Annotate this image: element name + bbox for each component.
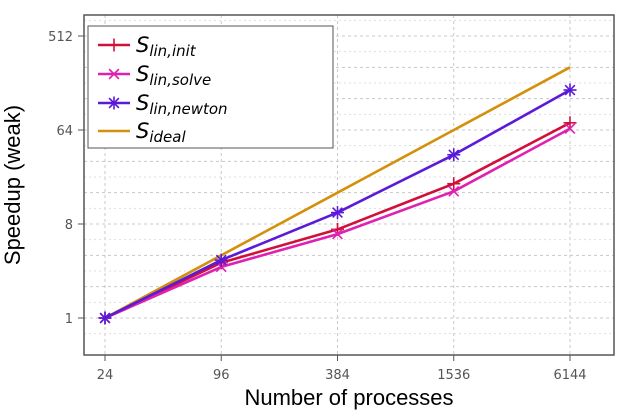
legend-label: Slin,init xyxy=(136,33,197,60)
series-line-ideal xyxy=(104,66,571,320)
data-point xyxy=(98,311,112,325)
legend-box xyxy=(87,25,334,149)
legend-label: Slin,solve xyxy=(136,62,211,89)
x-tick-label: 24 xyxy=(97,368,114,383)
legend-label: Slin,newton xyxy=(136,91,228,118)
data-point xyxy=(108,68,120,80)
legend-item: Slin,init xyxy=(98,33,197,60)
legend-item: Slin,solve xyxy=(98,62,211,89)
data-point xyxy=(331,206,344,220)
y-tick-label: 512 xyxy=(48,30,73,45)
legend-label: Sideal xyxy=(136,119,186,146)
x-tick-label: 96 xyxy=(213,368,230,383)
x-tick-label: 1536 xyxy=(437,368,470,383)
data-point xyxy=(563,116,577,130)
data-point xyxy=(107,96,121,110)
legend-item: Sideal xyxy=(98,119,186,146)
y-axis-title: Speedup (weak) xyxy=(0,105,25,265)
y-tick-label: 64 xyxy=(56,124,73,139)
legend-item: Slin,newton xyxy=(98,91,228,118)
data-point xyxy=(564,123,576,135)
data-point xyxy=(563,83,577,97)
data-point xyxy=(214,253,228,267)
x-axis-title: Number of processes xyxy=(244,385,453,410)
data-point xyxy=(332,228,343,240)
x-tick-label: 384 xyxy=(325,368,350,383)
data-point xyxy=(107,38,121,52)
plot-frame xyxy=(83,14,615,356)
data-point xyxy=(447,148,461,162)
data-point xyxy=(447,177,461,191)
y-tick-label: 1 xyxy=(65,312,73,327)
data-point xyxy=(448,185,460,197)
x-tick-label: 6144 xyxy=(553,368,586,383)
y-tick-label: 8 xyxy=(65,218,73,233)
